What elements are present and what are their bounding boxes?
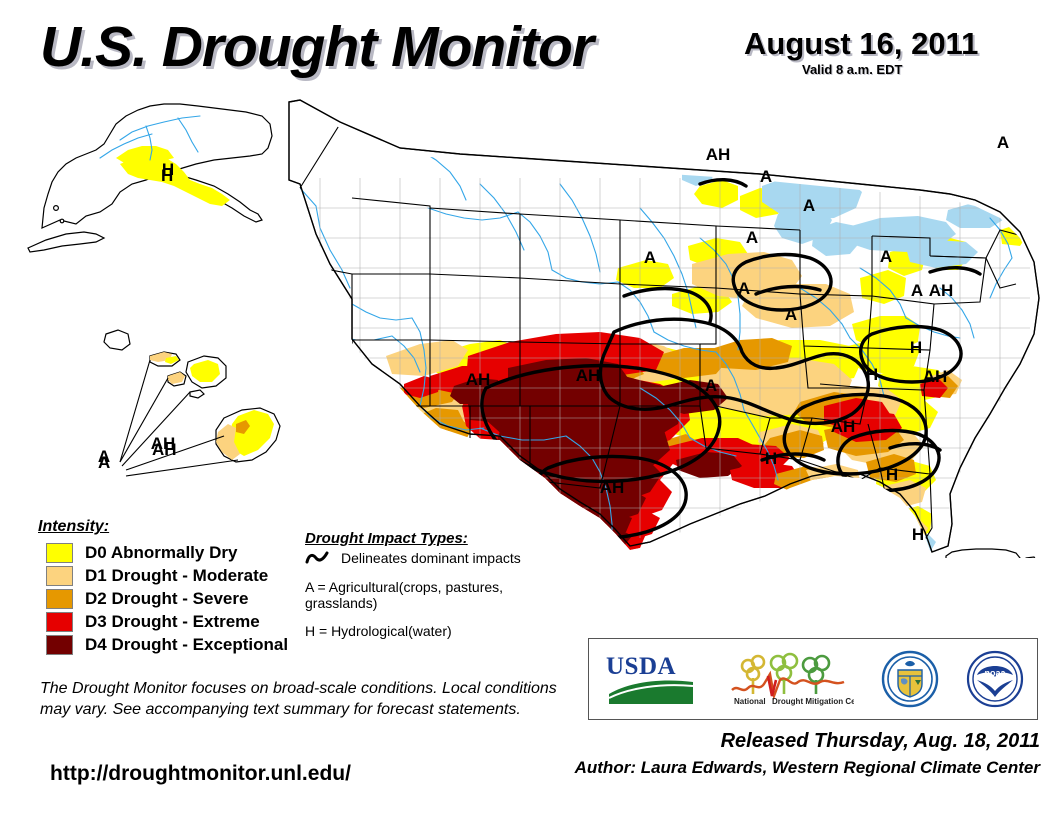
impact-label-florida-peninsula: H	[912, 525, 924, 544]
impact-label-minnesota: AH	[706, 145, 731, 164]
impact-label-alaska: H	[161, 166, 173, 185]
swatch-d0	[46, 542, 73, 563]
legend-label-d0: D0 Abnormally Dry	[85, 542, 238, 562]
swatch-d3	[46, 611, 73, 632]
legend-row-d4: D4 Drought - Exceptional	[38, 633, 308, 656]
disclaimer-text: The Drought Monitor focuses on broad-sca…	[40, 680, 557, 719]
impact-label-south-dakota: A	[644, 248, 656, 267]
impact-label-hawaii-east: AH	[151, 434, 176, 453]
page-title: U.S. Drought Monitor	[40, 15, 594, 79]
hawaii-inset: A AH	[98, 329, 281, 477]
usda-seal	[881, 650, 939, 708]
svg-text:National: National	[734, 697, 766, 706]
drought-impact-types: Drought Impact Types: Delineates dominan…	[305, 530, 575, 639]
impact-label-new-mexico: AH	[466, 370, 491, 389]
released-date: Released Thursday, Aug. 18, 2011	[720, 730, 1040, 752]
impact-label-alabama-georgia: AH	[831, 417, 856, 436]
impact-label-florida-panhandle: H	[886, 465, 898, 484]
noaa-logo: noaa	[966, 650, 1024, 708]
impact-label-iowa: A	[738, 279, 750, 298]
impacts-delineates-row: Delineates dominant impacts	[305, 549, 575, 567]
squiggle-icon	[305, 551, 329, 564]
map-date: August 16, 2011	[744, 26, 979, 61]
impacts-delineates-label: Delineates dominant impacts	[341, 550, 521, 566]
impact-label-upper-michigan: A	[760, 167, 772, 186]
ndmc-logo: National Drought Mitigation Center	[726, 650, 854, 708]
svg-text:Drought Mitigation Center: Drought Mitigation Center	[772, 697, 854, 706]
logo-panel: USDA Nat	[588, 638, 1038, 720]
legend-label-d4: D4 Drought - Exceptional	[85, 634, 289, 654]
legend-row-d2: D2 Drought - Severe	[38, 587, 308, 610]
author-credit: Author: Laura Edwards, Western Regional …	[574, 758, 1040, 777]
conus	[288, 99, 1040, 558]
intensity-legend: Intensity: D0 Abnormally Dry D1 Drought …	[38, 518, 308, 656]
swatch-d2	[46, 588, 73, 609]
puerto-rico-inset	[945, 548, 1036, 558]
legend-heading: Intensity:	[38, 518, 110, 535]
impact-label-texas: AH	[600, 478, 625, 497]
svg-text:USDA: USDA	[606, 653, 676, 680]
impact-label-maine: A	[997, 133, 1009, 152]
impacts-hydrological: H = Hydrological(water)	[305, 623, 452, 640]
impact-label-coastal-carolina: AH	[923, 367, 948, 386]
legend-label-d2: D2 Drought - Severe	[85, 588, 249, 608]
impact-label-wisconsin: A	[746, 228, 758, 247]
legend-row-d0: D0 Abnormally Dry	[38, 541, 308, 564]
usda-logo: USDA	[603, 650, 699, 708]
legend-label-d3: D3 Drought - Extreme	[85, 611, 260, 631]
impact-label-delmarva: AH	[929, 281, 954, 300]
drought-map[interactable]: .d0{fill:#FFFF00}.d1{fill:#FCD37F}.d2{fi…	[0, 88, 1056, 558]
impacts-agricultural: A = Agricultural(crops, pastures, grassl…	[305, 579, 504, 612]
impact-label-hawaii-west: A	[98, 447, 110, 466]
impact-label-illinois-indiana: A	[785, 305, 797, 324]
swatch-d4	[46, 634, 73, 655]
impact-label-ohio: A	[880, 247, 892, 266]
map-valid-time: Valid 8 a.m. EDT	[802, 62, 903, 77]
legend-label-d1: D1 Drought - Moderate	[85, 565, 269, 585]
impact-label-arkansas: A	[705, 376, 717, 395]
legend-row-d1: D1 Drought - Moderate	[38, 564, 308, 587]
impact-label-hawaii-ah: AH	[152, 440, 177, 459]
impact-label-hawaii-a: A	[98, 453, 110, 472]
swatch-d1	[46, 565, 73, 586]
alaska-inset: H	[27, 103, 273, 253]
legend-row-d3: D3 Drought - Extreme	[38, 610, 308, 633]
impacts-heading: Drought Impact Types:	[305, 530, 468, 547]
impact-label-virginia-north: A	[911, 281, 923, 300]
impact-label-tennessee: H	[866, 365, 878, 384]
svg-text:noaa: noaa	[984, 668, 1006, 678]
impact-label-carolina-piedmont: H	[910, 338, 922, 357]
impact-label-oklahoma-panhandle: AH	[576, 366, 601, 385]
website-url[interactable]: http://droughtmonitor.unl.edu/	[50, 762, 351, 785]
impact-label-michigan: A	[803, 196, 815, 215]
impact-label-alaska-south-coast: H	[162, 160, 174, 179]
impact-label-louisiana-gulf: H	[765, 449, 777, 468]
